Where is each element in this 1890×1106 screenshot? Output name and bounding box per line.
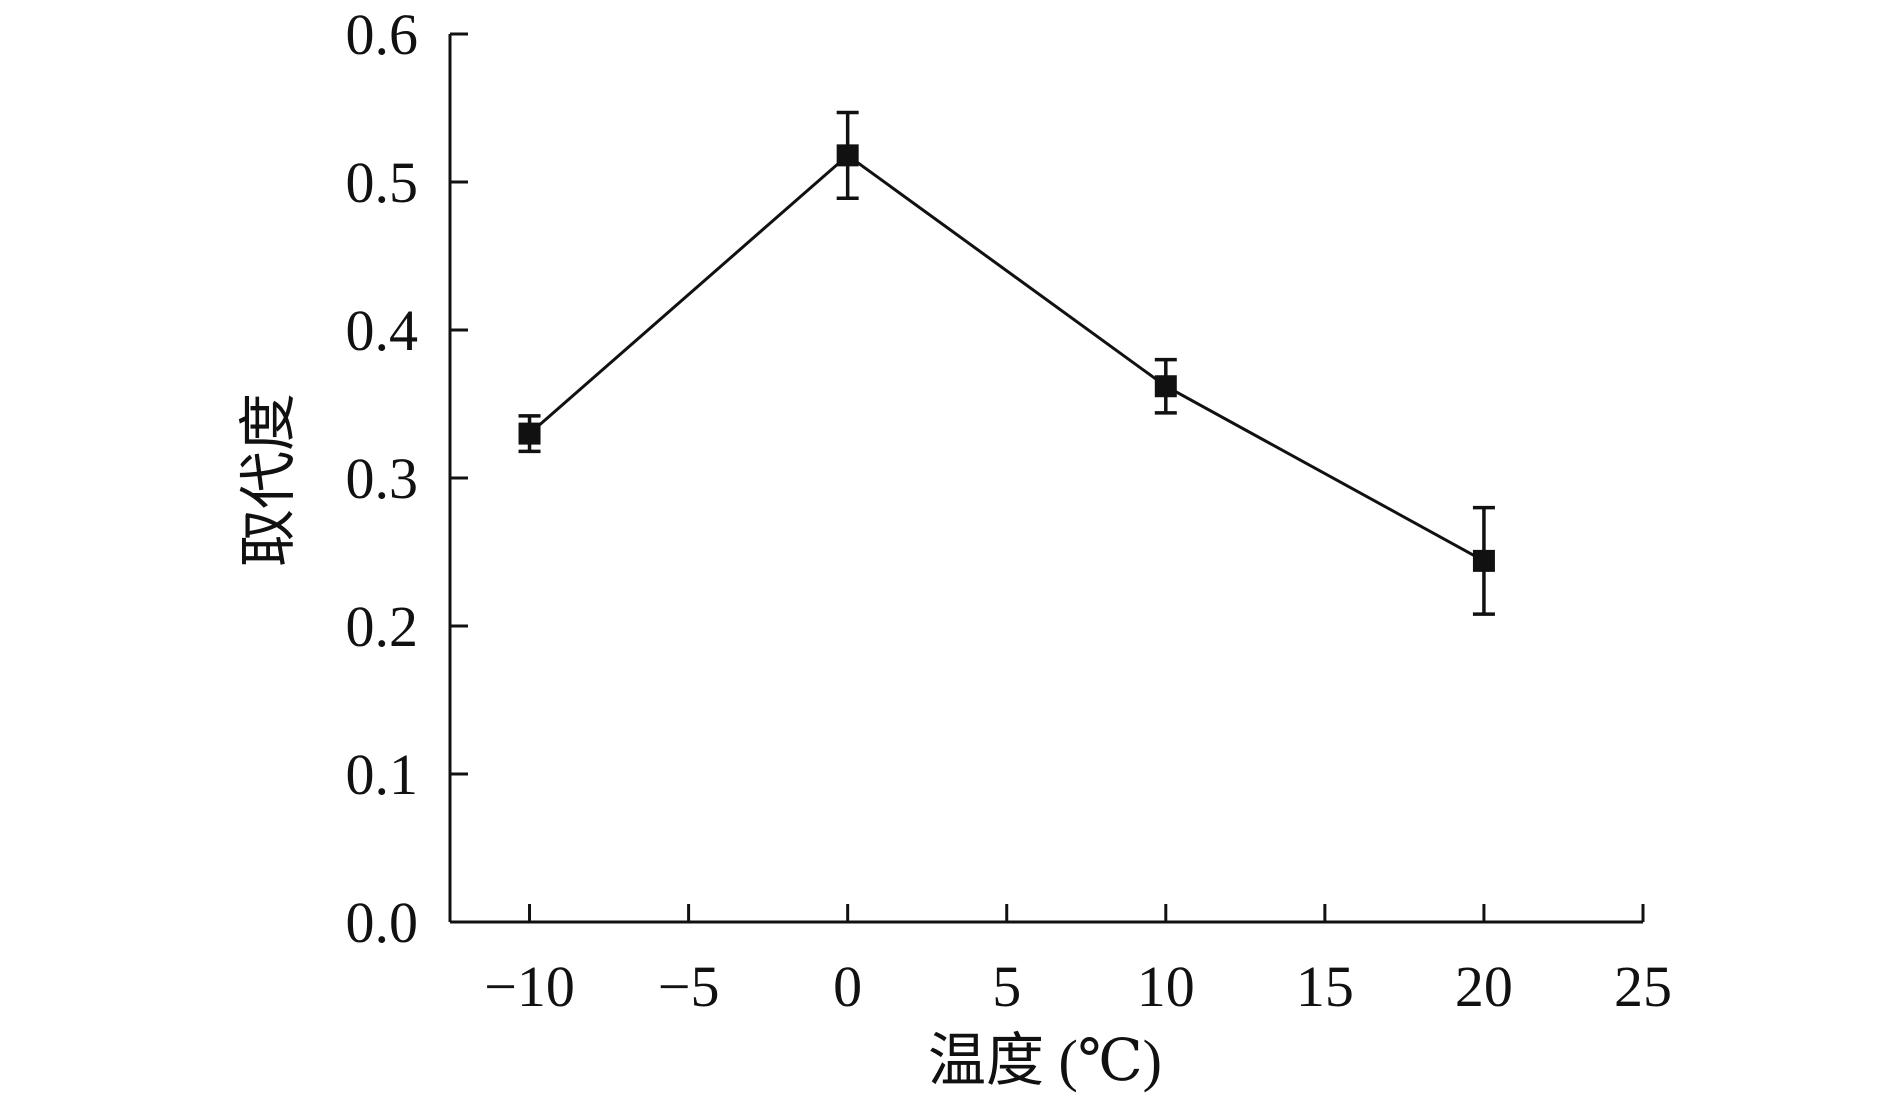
y-tick-label: 0.3: [346, 446, 419, 511]
x-tick-label: 0: [833, 954, 862, 1019]
data-point-marker: [1154, 375, 1177, 398]
y-tick-label: 0.4: [346, 298, 419, 363]
data-point-marker: [1472, 549, 1495, 572]
x-tick-label: 5: [992, 954, 1021, 1019]
y-tick-label: 0.2: [346, 594, 419, 659]
axes: [448, 34, 1643, 924]
data-series: [518, 110, 1495, 616]
x-tick-label: 10: [1137, 954, 1195, 1019]
x-tick-label: 15: [1296, 954, 1354, 1019]
x-tick-label: 25: [1614, 954, 1672, 1019]
data-point-marker: [836, 144, 859, 167]
y-tick-label: 0.5: [346, 150, 419, 215]
y-tick-label: 0.1: [346, 742, 419, 807]
x-tick-label: 20: [1455, 954, 1513, 1019]
data-point-marker: [518, 422, 541, 445]
y-tick-label: 0.6: [346, 2, 419, 67]
y-axis-title: 取代度: [236, 393, 301, 567]
x-tick-label: −10: [484, 954, 575, 1019]
ticks: 0.0 0.1 0.2 0.3 0.4 0.5 0.6 −10 −5 0 5 10 15 20 25: [346, 2, 1673, 1019]
x-tick-label: −5: [658, 954, 720, 1019]
x-axis-title: 温度 (℃): [928, 1028, 1162, 1093]
series-line: [528, 153, 1485, 563]
y-tick-label: 0.0: [346, 890, 419, 955]
